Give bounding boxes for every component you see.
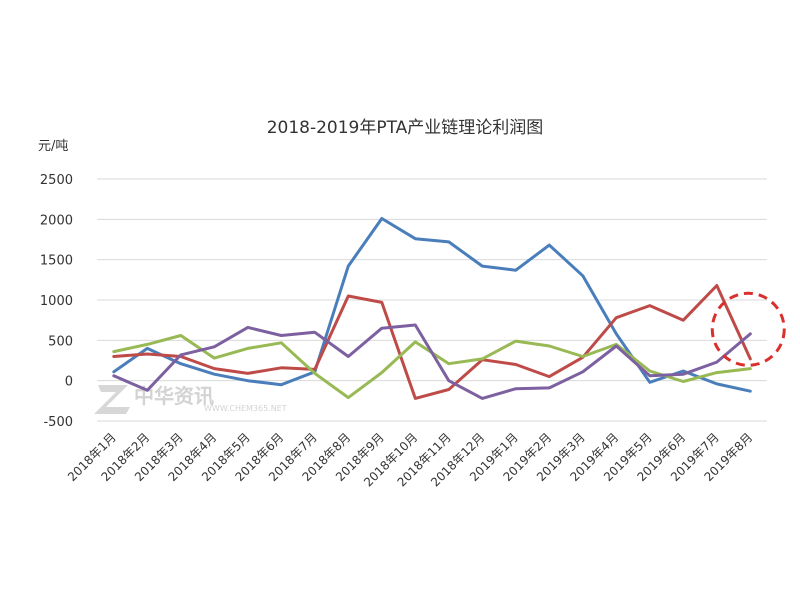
watermark-logo-icon: [94, 385, 130, 414]
highlight-circle: [710, 291, 786, 367]
y-tick-label: -500: [43, 415, 73, 430]
y-tick-label: 0: [65, 375, 73, 390]
y-tick-label: 1500: [40, 254, 73, 269]
chart-title: 2018-2019年PTA产业链理论利润图: [267, 118, 544, 138]
y-tick-label: 2000: [40, 213, 73, 228]
watermark-text: 中华资讯: [134, 384, 214, 408]
series-line-4: [112, 323, 752, 400]
series-line-1: [112, 217, 752, 393]
annotations: [710, 291, 786, 367]
y-tick-label: 500: [48, 334, 73, 349]
x-axis-ticks: 2018年1月2018年2月2018年3月2018年4月2018年5月2018年…: [65, 430, 755, 489]
watermark-subtext: WWW.CHEM365.NET: [204, 404, 287, 413]
gridlines: [97, 178, 767, 422]
y-tick-label: 1000: [40, 294, 73, 309]
series-lines: [112, 217, 752, 400]
y-axis-unit-label: 元/吨: [38, 139, 68, 154]
y-tick-label: 2500: [40, 173, 73, 188]
y-axis-ticks: 2500 2000 1500 1000 500 0 -500: [40, 173, 73, 430]
watermark: 中华资讯 WWW.CHEM365.NET: [94, 384, 287, 414]
series-line-2: [112, 284, 752, 400]
